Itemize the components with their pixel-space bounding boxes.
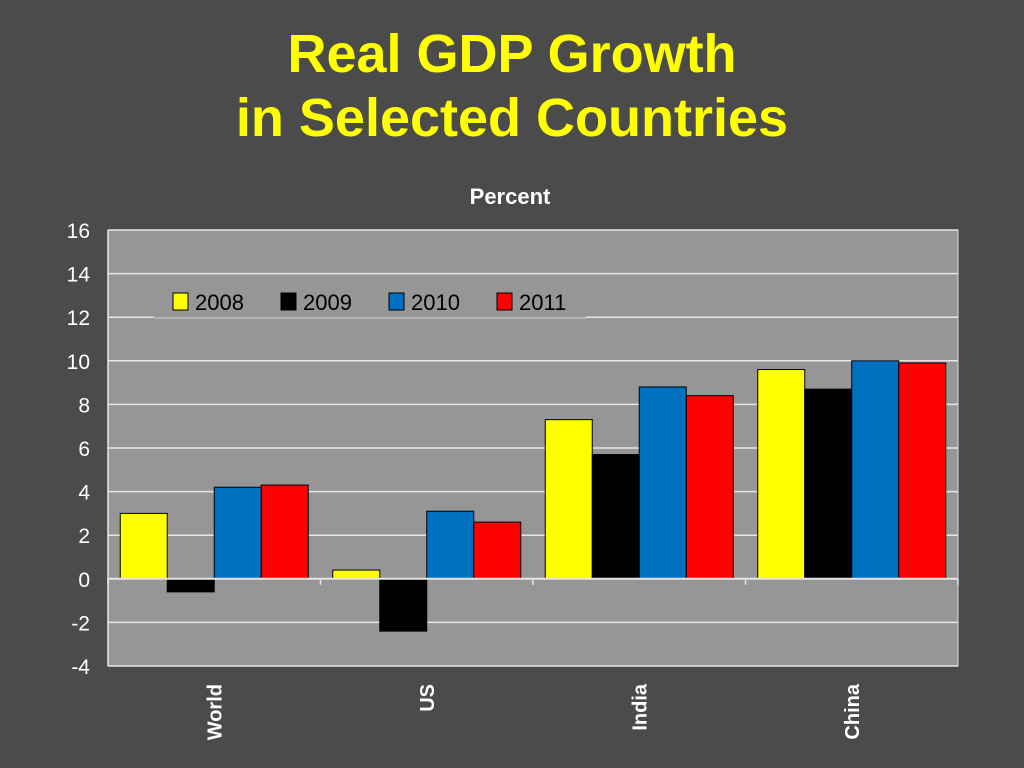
y-tick-label: 10 xyxy=(67,351,90,374)
y-axis: 16 14 12 10 8 6 4 2 0 -2 -4 xyxy=(67,220,109,679)
y-tick-label: 8 xyxy=(78,394,90,417)
slide-title-line-2: in Selected Countries xyxy=(235,88,789,148)
legend-swatch-2008 xyxy=(172,292,189,311)
y-tick-label: 12 xyxy=(67,307,90,330)
bar-us-2011 xyxy=(473,521,522,580)
x-axis: World US India China xyxy=(107,577,959,740)
x-category-label: China xyxy=(842,683,864,739)
legend-label-2011: 2011 xyxy=(519,290,566,315)
legend-swatch-2011 xyxy=(496,292,513,311)
x-category-label: World xyxy=(204,684,226,740)
y-tick-label: 0 xyxy=(78,569,90,592)
y-tick-label: -2 xyxy=(71,612,90,635)
y-tick-label: 14 xyxy=(67,264,91,287)
bar-world-2008 xyxy=(119,512,168,580)
y-tick-label: 6 xyxy=(78,438,90,461)
slide-title-line-1: Real GDP Growth xyxy=(287,24,737,84)
bar-us-2010 xyxy=(426,510,475,580)
legend: 2008 2009 2010 2011 xyxy=(154,286,586,319)
legend-swatch-2009 xyxy=(280,292,297,311)
bar-china-2011 xyxy=(898,362,947,580)
bar-india-2009 xyxy=(591,454,640,580)
bar-us-2009 xyxy=(379,578,428,632)
y-tick-label: 16 xyxy=(67,220,90,243)
bar-china-2010 xyxy=(851,360,900,580)
x-category-label: India xyxy=(629,683,651,731)
legend-box xyxy=(154,286,586,318)
bar-us-2008 xyxy=(332,569,381,580)
bar-world-2011 xyxy=(260,484,309,580)
bar-china-2009 xyxy=(804,388,853,580)
legend-swatch-2010 xyxy=(388,292,405,311)
slide-title: Real GDP Growth in Selected Countries xyxy=(0,22,1024,150)
bar-china-2008 xyxy=(757,369,806,580)
bar-india-2010 xyxy=(638,386,687,580)
bars xyxy=(119,360,947,632)
bar-india-2011 xyxy=(685,395,734,580)
x-category-label: US xyxy=(417,684,439,712)
y-axis-unit-label: Percent xyxy=(470,184,551,209)
y-tick-label: 4 xyxy=(78,482,90,505)
legend-label-2009: 2009 xyxy=(303,290,352,315)
bar-world-2009 xyxy=(166,578,215,593)
bar-india-2008 xyxy=(544,419,593,580)
y-tick-label: -4 xyxy=(71,656,90,679)
legend-label-2008: 2008 xyxy=(195,290,244,315)
y-tick-label: 2 xyxy=(78,525,90,548)
bar-world-2010 xyxy=(213,486,262,580)
legend-label-2010: 2010 xyxy=(411,290,460,315)
